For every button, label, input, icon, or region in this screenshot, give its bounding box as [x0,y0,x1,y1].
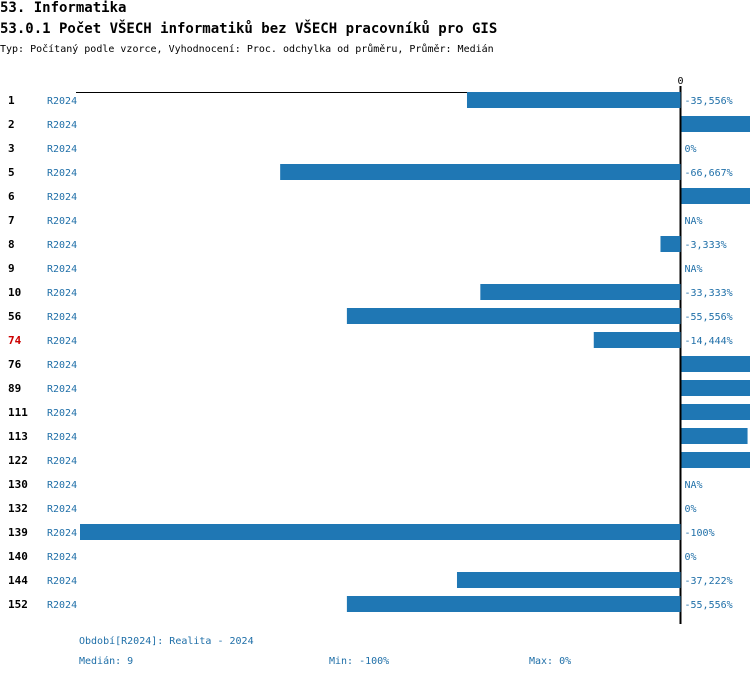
series-label: R2024 [47,432,77,443]
value-label: -33,333% [685,288,733,299]
value-label: -3,333% [685,240,727,251]
chart-subtitle: Typ: Počítaný podle vzorce, Vyhodnocení:… [0,44,494,55]
value-label: NA% [685,480,703,491]
row-id: 111 [8,406,28,419]
value-label: -66,667% [685,168,733,179]
value-label: 0% [685,504,697,515]
row-id: 152 [8,598,28,611]
bar [681,404,750,420]
bar [681,116,750,132]
row-id: 130 [8,478,28,491]
series-label: R2024 [47,528,77,539]
series-label: R2024 [47,240,77,251]
section-title: 53. Informatika [0,0,127,16]
series-label: R2024 [47,408,77,419]
row-id: 7 [8,214,15,227]
row-id: 140 [8,550,28,563]
series-label: R2024 [47,480,77,491]
row-id: 113 [8,430,28,443]
value-label: -35,556% [685,96,733,107]
series-label: R2024 [47,120,77,131]
zero-axis-label: 0 [677,76,683,87]
series-label: R2024 [47,552,77,563]
series-label: R2024 [47,336,77,347]
row-id: 10 [8,286,21,299]
bar [681,188,750,204]
bar [466,92,681,108]
row-id: 132 [8,502,28,515]
value-label: -100% [685,528,715,539]
row-id: 8 [8,238,15,251]
row-id: 139 [8,526,28,539]
series-label: R2024 [47,168,77,179]
row-id: 74 [8,334,22,347]
series-label: R2024 [47,192,77,203]
row-id: 2 [8,118,15,131]
bar [346,596,681,612]
footer-min: Min: -100% [329,656,390,667]
bar [681,452,750,468]
series-label: R2024 [47,96,77,107]
bar [346,308,681,324]
bar [80,524,681,540]
series-label: R2024 [47,288,77,299]
row-id: 76 [8,358,22,371]
footer-period: Období[R2024]: Realita - 2024 [79,636,254,647]
bar [660,236,681,252]
series-label: R2024 [47,216,77,227]
series-label: R2024 [47,456,77,467]
row-id: 89 [8,382,21,395]
series-label: R2024 [47,360,77,371]
value-label: -55,556% [685,600,733,611]
value-label: 0% [685,144,697,155]
series-label: R2024 [47,384,77,395]
value-label: -37,222% [685,576,733,587]
series-label: R2024 [47,576,77,587]
bar [456,572,681,588]
value-label: NA% [685,216,703,227]
bar [593,332,681,348]
bar [681,356,750,372]
series-label: R2024 [47,264,77,275]
series-label: R2024 [47,312,77,323]
bar [480,284,681,300]
row-id: 9 [8,262,15,275]
row-id: 122 [8,454,28,467]
bar [681,380,750,396]
bar [681,428,748,444]
row-id: 144 [8,574,28,587]
value-label: 0% [685,552,697,563]
series-label: R2024 [47,144,77,155]
row-id: 3 [8,142,15,155]
row-id: 5 [8,166,15,179]
value-label: -55,556% [685,312,733,323]
row-id: 1 [8,94,15,107]
value-label: -14,444% [685,336,733,347]
footer-median: Medián: 9 [79,656,134,667]
bar [280,164,681,180]
chart-title: 53.0.1 Počet VŠECH informatiků bez VŠECH… [0,21,498,37]
value-label: NA% [685,264,703,275]
footer-max: Max: 0% [529,656,572,667]
series-label: R2024 [47,504,77,515]
row-id: 56 [8,310,22,323]
series-label: R2024 [47,600,77,611]
row-id: 6 [8,190,15,203]
